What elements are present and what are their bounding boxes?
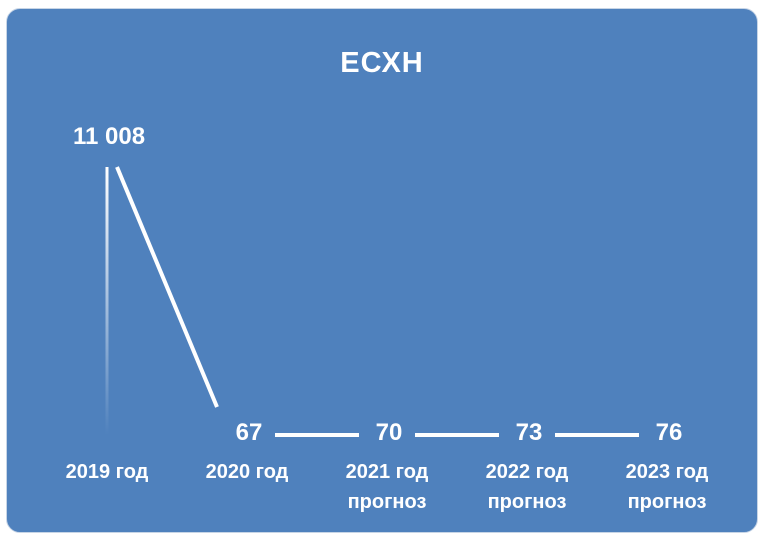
x-tick-label: 2023 год прогноз	[597, 457, 737, 517]
x-tick-label: 2022 год прогноз	[457, 457, 597, 517]
chart-panel: ЕСХН 11 008 67 70 73 76 2019 год 2020 год 2021 …	[6, 8, 758, 533]
x-tick-label-line: прогноз	[347, 491, 427, 513]
x-tick-label-line: 2020 год	[205, 461, 289, 483]
chart-title: ЕСХН	[340, 47, 424, 79]
data-label: 76	[655, 419, 683, 446]
data-label: 11 008	[72, 123, 146, 150]
x-tick-label: 2019 год	[37, 457, 177, 487]
drop-line	[105, 167, 109, 435]
x-tick-label-line: 2021 год	[345, 461, 429, 483]
data-label: 73	[515, 419, 543, 446]
x-tick-label-line: 2019 год	[65, 461, 149, 483]
chart-plot	[105, 166, 639, 437]
x-tick-label-line: 2023 год	[625, 461, 709, 483]
data-label: 67	[235, 419, 263, 446]
x-tick-label-line: прогноз	[627, 491, 707, 513]
x-tick-label-line: 2022 год	[485, 461, 569, 483]
series-line-segment	[115, 166, 219, 408]
x-tick-label: 2021 год прогноз	[317, 457, 457, 517]
x-tick-label-line: прогноз	[487, 491, 567, 513]
x-tick-label: 2020 год	[177, 457, 317, 487]
data-label: 70	[375, 419, 403, 446]
